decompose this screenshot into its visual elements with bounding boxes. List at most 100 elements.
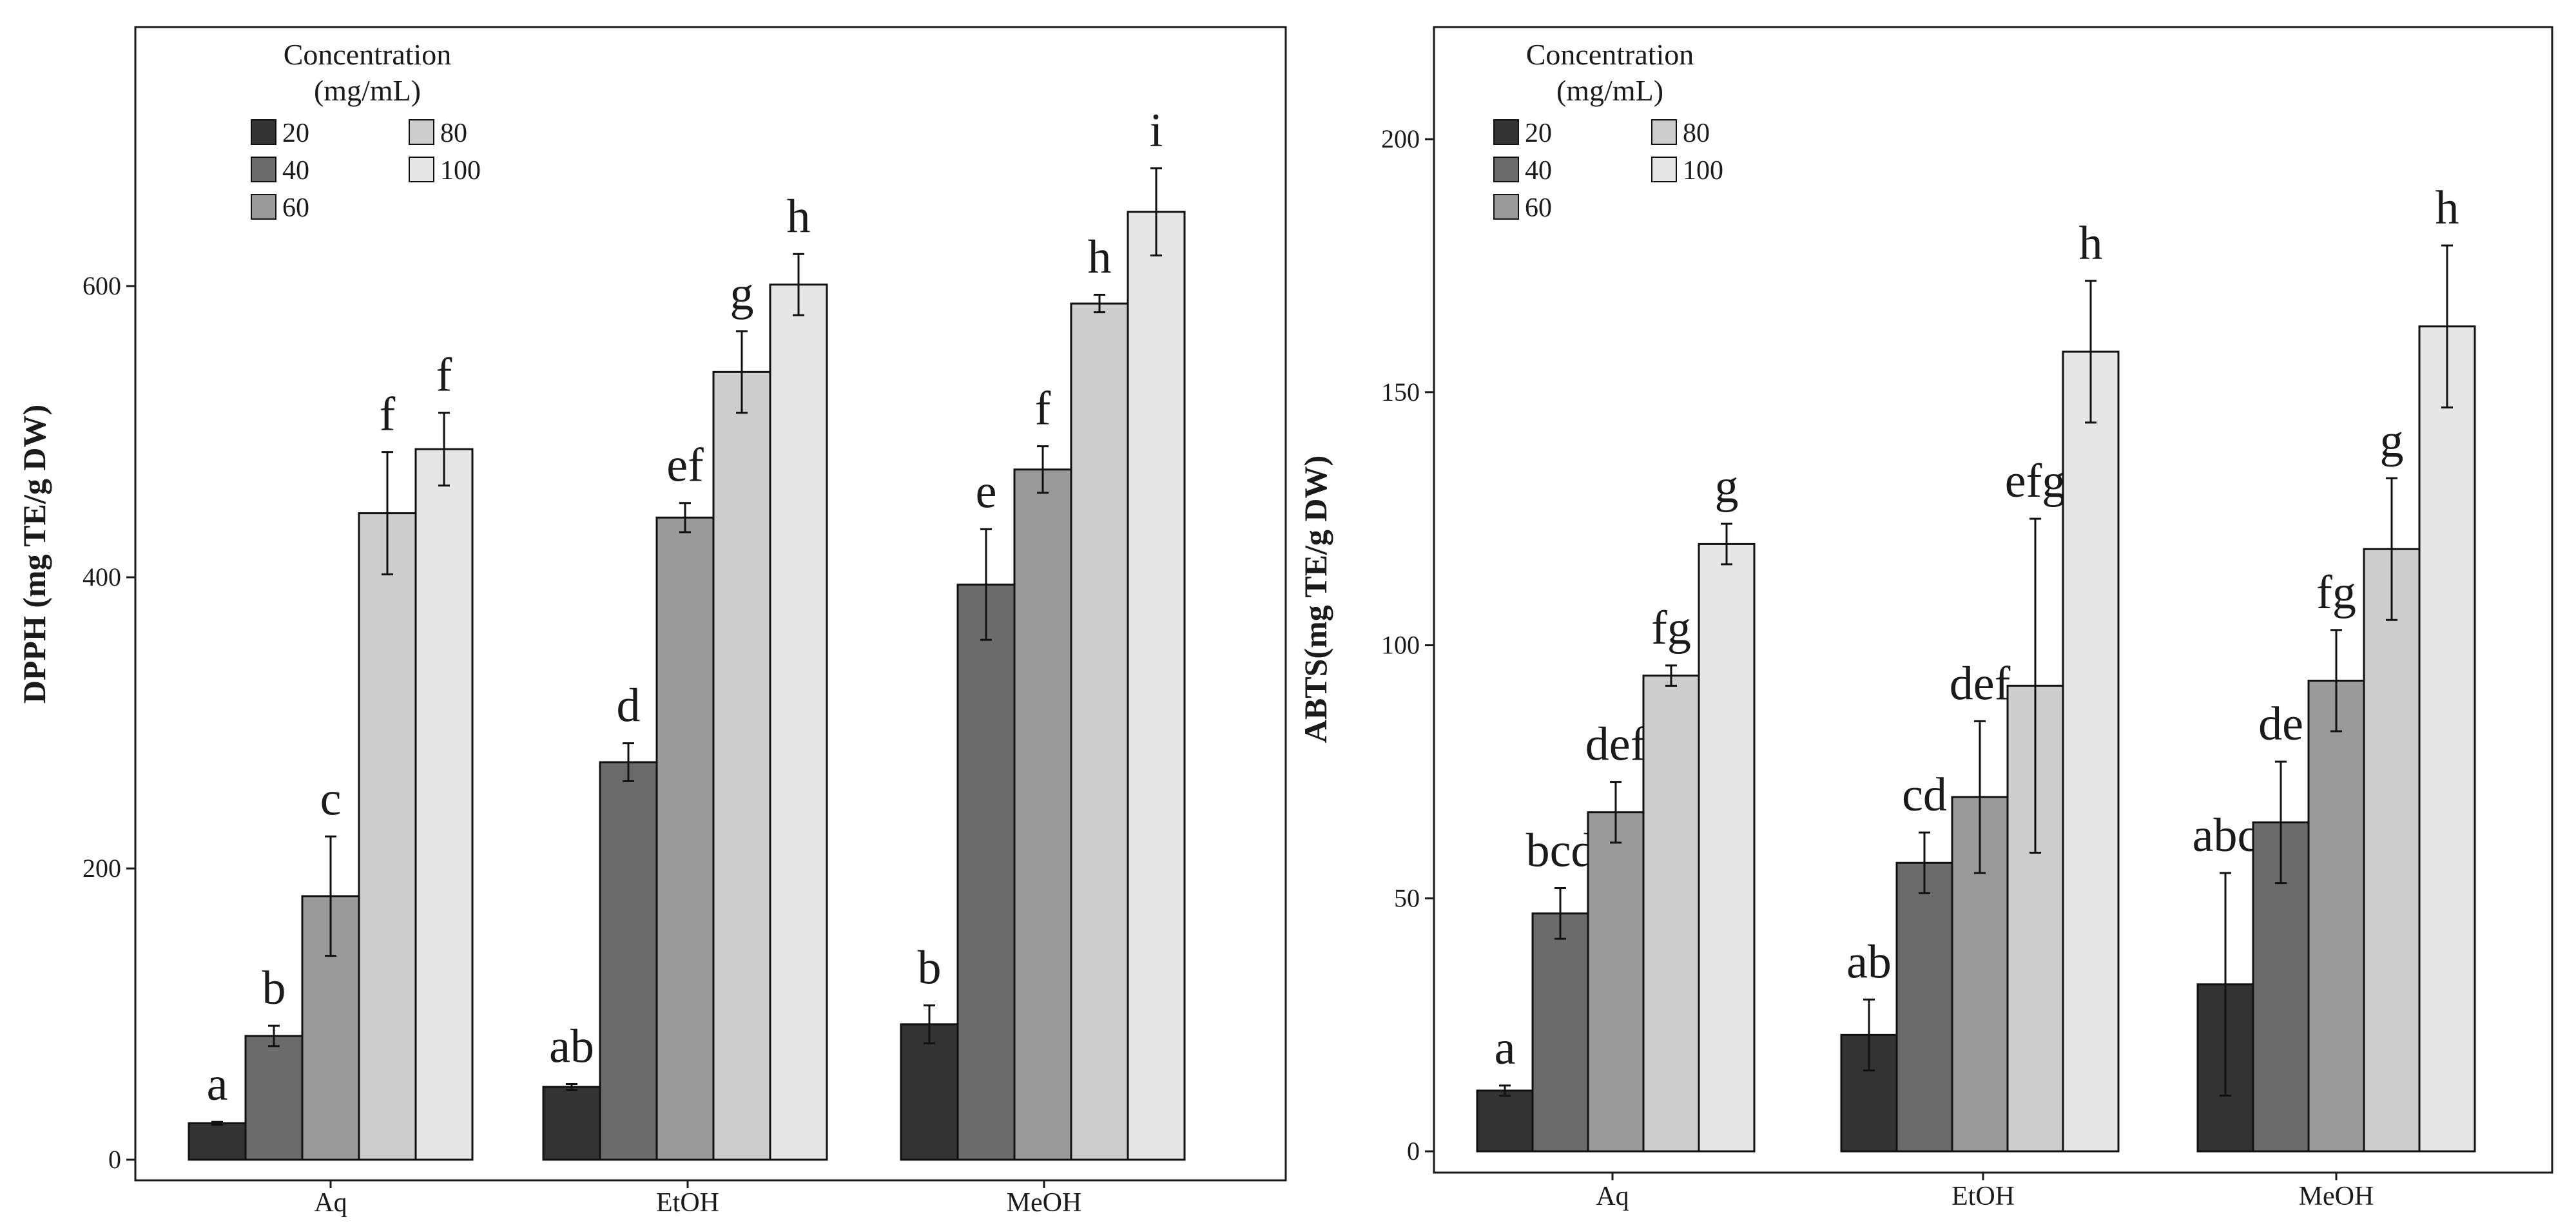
y-tick-label: 200	[1381, 124, 1420, 153]
significance-letter: h	[1088, 231, 1112, 284]
significance-letter: h	[2079, 217, 2103, 270]
y-tick-label: 400	[82, 562, 121, 591]
bar-100	[2062, 350, 2120, 1153]
y-axis-label: ABTS(mg TE/g DW)	[1297, 456, 1333, 743]
y-tick-label: 600	[82, 271, 121, 300]
legend-title: Concentration	[284, 38, 452, 71]
bar-20	[188, 1122, 247, 1161]
legend-label: 100	[440, 156, 481, 186]
bar-60	[655, 516, 715, 1161]
bar-80	[1642, 675, 1700, 1153]
y-axis-label: DPPH (mg TE/g DW)	[16, 405, 52, 704]
significance-letter: f	[1035, 383, 1051, 436]
legend-swatch-40	[251, 157, 276, 182]
significance-letter: fg	[1651, 602, 1691, 655]
significance-letter: h	[2436, 182, 2459, 235]
category-label: EtOH	[1951, 1182, 2015, 1211]
significance-letter: f	[380, 389, 396, 441]
significance-letter: b	[262, 962, 286, 1015]
legend-label: 20	[1525, 119, 1552, 148]
legend-label: 40	[1525, 156, 1552, 186]
significance-letter: h	[787, 190, 811, 243]
legend-swatch-80	[409, 119, 434, 145]
significance-letter: def	[1585, 718, 1647, 771]
bar-100	[769, 283, 828, 1161]
legend-swatch-20	[251, 119, 276, 145]
bar-60	[1587, 811, 1645, 1153]
legend-label: 40	[282, 156, 309, 186]
significance-letter: ef	[666, 439, 704, 492]
bar-100	[1698, 542, 1756, 1153]
bar-20	[900, 1023, 959, 1161]
significance-letter: g	[1715, 460, 1739, 513]
significance-letter: cd	[1902, 769, 1947, 821]
legend-label: 60	[282, 193, 309, 223]
significance-letter: c	[320, 772, 342, 825]
bar-20	[1476, 1089, 1534, 1153]
y-tick-label: 100	[1381, 631, 1420, 660]
bar-60	[1013, 468, 1072, 1161]
significance-letter: ab	[1846, 935, 1892, 988]
legend-label: 80	[440, 119, 467, 148]
significance-letter: fg	[2316, 566, 2356, 619]
legend-title-units: (mg/mL)	[314, 74, 421, 107]
bar-80	[358, 512, 417, 1161]
significance-letter: a	[207, 1058, 228, 1111]
y-tick-label: 150	[1381, 378, 1420, 407]
category-label: Aq	[314, 1188, 347, 1218]
significance-letter: g	[2380, 414, 2404, 467]
y-tick-label: 0	[1407, 1137, 1420, 1166]
significance-letter: e	[976, 465, 997, 518]
significance-letter: bcd	[1526, 825, 1595, 878]
bar-80	[712, 370, 771, 1161]
bar-80	[1070, 302, 1129, 1161]
y-tick-label: 50	[1394, 883, 1420, 912]
category-label: MeOH	[2299, 1182, 2374, 1211]
legend-label: 60	[1525, 193, 1552, 223]
legend-swatch-60	[251, 194, 276, 220]
significance-letter: efg	[2005, 455, 2066, 508]
legend-label: 80	[1683, 119, 1710, 148]
significance-letter: def	[1950, 657, 2011, 710]
bar-40	[1895, 861, 1953, 1153]
significance-letter: i	[1150, 104, 1163, 157]
bar-40	[244, 1035, 304, 1161]
legend-label: 100	[1683, 156, 1723, 186]
plot-frame	[1433, 26, 2553, 1174]
significance-letter: b	[918, 941, 942, 994]
bar-60	[2307, 679, 2365, 1153]
bar-40	[956, 583, 1016, 1161]
legend-swatch-100	[409, 157, 434, 182]
legend-swatch-100	[1651, 157, 1677, 182]
significance-letter: g	[730, 267, 754, 320]
plot-frame	[134, 26, 1287, 1182]
significance-letter: a	[1495, 1022, 1516, 1075]
bar-100	[1127, 211, 1186, 1161]
bar-20	[542, 1086, 601, 1161]
bar-40	[1531, 912, 1589, 1153]
abts-chart: 0 50 100 150 200 ABTS(mg TE/g DW) Aq EtOH MeOH a a…	[1297, 26, 2553, 1211]
y-tick-label: 0	[108, 1145, 121, 1174]
legend-swatch-20	[1493, 119, 1519, 145]
bar-100	[414, 448, 474, 1161]
legend-swatch-40	[1493, 157, 1519, 182]
significance-letter: f	[436, 349, 452, 402]
category-label: Aq	[1596, 1182, 1629, 1211]
category-label: MeOH	[1007, 1188, 1082, 1218]
legend-title: Concentration	[1526, 38, 1694, 71]
legend-title-units: (mg/mL)	[1556, 74, 1663, 107]
significance-letter: d	[617, 680, 641, 733]
dpph-chart: 0 200 400 600 DPPH (mg TE/g DW) Aq EtOH MeOH a ab…	[16, 26, 1287, 1218]
legend-swatch-80	[1651, 119, 1677, 145]
significance-letter: ab	[549, 1020, 594, 1073]
significance-letter: abc	[2193, 809, 2259, 862]
bar-40	[599, 761, 658, 1161]
y-tick-label: 200	[82, 854, 121, 883]
legend-label: 20	[282, 119, 309, 148]
bar-100	[2418, 325, 2476, 1153]
significance-letter: de	[2258, 698, 2303, 751]
legend-swatch-60	[1493, 194, 1519, 220]
category-label: EtOH	[656, 1188, 719, 1218]
bar-80	[2363, 548, 2421, 1153]
